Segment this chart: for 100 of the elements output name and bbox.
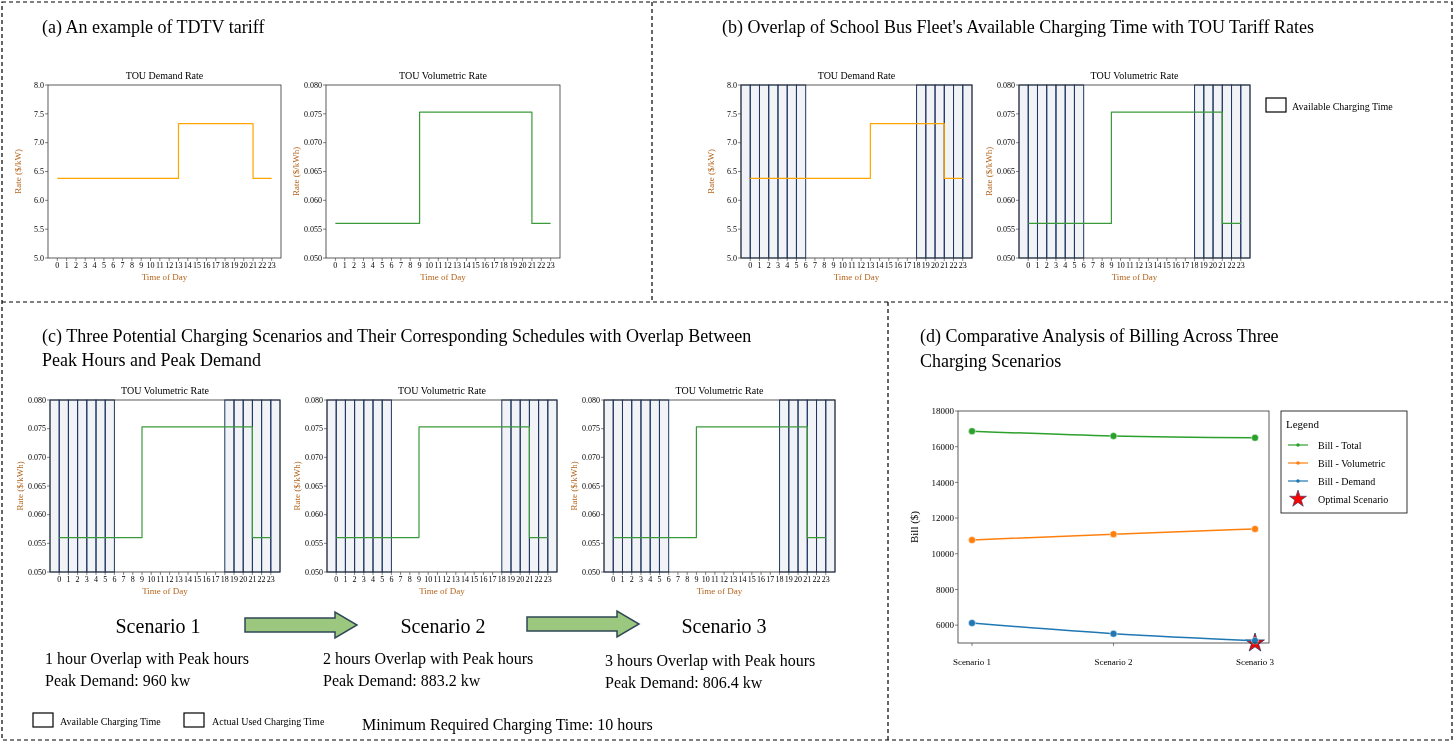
x-tick-label: 22 [258, 261, 267, 270]
x-tick-label: 12 [165, 261, 174, 270]
y-tick-label: 0.060 [582, 510, 600, 520]
chart-title: TOU Demand Rate [125, 70, 204, 81]
x-axis-title: Time of Day [1111, 272, 1158, 282]
x-tick-label: 16 [479, 575, 488, 584]
x-tick-label: 20 [239, 575, 248, 584]
x-tick-label: 16 [894, 261, 903, 270]
x-tick-label: 0 [333, 261, 338, 270]
x-tick-label: 16 [202, 261, 211, 270]
x-tick-label: 14 [184, 575, 192, 584]
x-tick-label: 13 [453, 261, 462, 270]
y-tick-label: 16000 [931, 441, 955, 452]
text: Peak Demand: 883.2 kw [323, 672, 481, 689]
x-tick-label: 13 [729, 575, 738, 584]
x-tick-label: 3 [84, 575, 89, 584]
x-tick-label: 20 [1209, 261, 1218, 270]
y-tick-label: 0.060 [304, 196, 322, 206]
x-tick-label: 23 [266, 575, 275, 584]
y-tick-label: 0.060 [997, 196, 1015, 206]
x-tick-label: 14 [875, 261, 884, 270]
x-tick-label: 8 [130, 575, 135, 584]
x-tick-label: 15 [470, 575, 479, 584]
x-tick-label: 23 [1236, 261, 1245, 270]
x-tick-label: 13 [451, 575, 460, 584]
x-tick-label: 23 [543, 575, 552, 584]
x-tick-label: 17 [211, 261, 220, 270]
x-tick-label: 19 [1199, 261, 1208, 270]
x-tick-label: 15 [1162, 261, 1171, 270]
x-tick-label: 1 [757, 261, 762, 270]
x-tick-label: 22 [812, 575, 821, 584]
x-axis-title: Time of Day [833, 272, 880, 282]
y-tick-label: 0.060 [28, 510, 46, 520]
x-tick-label: 19 [507, 575, 515, 584]
text: Actual Used Charging Time [212, 716, 325, 727]
x-axis-title: Time of Day [420, 272, 467, 282]
x-tick-label: 19 [230, 261, 239, 270]
x-tick-label: 17 [490, 261, 499, 270]
text: (a) An example of TDTV tariff [42, 17, 265, 38]
x-tick-label: 9 [831, 261, 836, 270]
x-tick-label: 5 [380, 261, 385, 270]
text: Minimum Required Charging Time: 10 hours [362, 716, 653, 734]
y-tick-label: 0.050 [305, 567, 323, 577]
x-tick-label: 8 [408, 261, 413, 270]
x-tick-label: 7 [121, 575, 126, 584]
x-tick-label: 6 [112, 575, 117, 584]
y-tick-label: 0.080 [28, 395, 46, 405]
y-tick-label: 5.5 [727, 224, 737, 234]
x-tick-label: 11 [711, 575, 719, 584]
x-tick-label: 20 [239, 261, 248, 270]
x-tick-label: 4 [648, 575, 653, 584]
x-tick-label: 11 [433, 575, 442, 584]
y-tick-label: 0.055 [582, 539, 600, 549]
point [1109, 432, 1118, 440]
x-tick-label: 20 [931, 261, 940, 270]
x-tick-label: 3 [638, 575, 643, 584]
chart-title: (d) Comparative Analysis of Billing Across Three Charging Scenarios [920, 326, 1279, 371]
x-tick-label: 8 [1100, 261, 1105, 270]
x-tick-label: 4 [785, 261, 790, 270]
y-tick-label: 0.075 [997, 109, 1015, 119]
x-tick-label: 18 [221, 261, 230, 270]
x-tick-label: 13 [174, 575, 183, 584]
x-tick-label: 7 [812, 261, 817, 270]
x-tick-label: 13 [866, 261, 875, 270]
legend-label: Bill - Total [1318, 439, 1362, 451]
text: Available Charging Time [60, 716, 162, 727]
x-tick-label: 5 [380, 575, 385, 584]
y-tick-label: 0.065 [305, 481, 323, 491]
y-tick-label: 14000 [931, 477, 955, 488]
point [1109, 530, 1118, 538]
x-tick-label: 0 [1026, 261, 1031, 270]
x-tick-label: 7 [398, 261, 403, 270]
x-tick-label: 19 [509, 261, 518, 270]
x-tick-label: 6 [666, 575, 671, 584]
x-tick-label: 10 [147, 575, 156, 584]
y-axis-title: Rate ($/kWh) [15, 461, 25, 511]
y-tick-label: 0.070 [305, 453, 323, 463]
y-axis-title: Rate ($/kWh) [569, 461, 579, 511]
point [1251, 434, 1259, 442]
y-tick-label: 5.0 [727, 253, 737, 263]
x-tick-label: 11 [1126, 261, 1134, 270]
y-tick-label: 5.0 [34, 253, 44, 263]
y-tick-label: 0.075 [305, 424, 323, 434]
y-tick-label: 0.080 [582, 395, 600, 405]
x-tick-label: 21 [1218, 261, 1227, 270]
chart-title: TOU Volumetric Rate [399, 70, 488, 81]
x-tick-label: 3 [1053, 261, 1058, 270]
x-tick-label: 22 [534, 575, 543, 584]
y-tick-label: 8000 [936, 584, 955, 595]
y-tick-label: 8.0 [34, 80, 44, 90]
x-tick-label: 15 [747, 575, 756, 584]
text: Peak Demand: 960 kw [45, 672, 191, 689]
chart-title: TOU Volumetric Rate [121, 385, 210, 396]
text: 2 hours Overlap with Peak hours [323, 650, 534, 668]
x-tick-label: 6 [111, 261, 116, 270]
y-tick-label: 0.065 [582, 481, 600, 491]
y-tick-label: 0.075 [304, 109, 322, 119]
point [968, 427, 976, 435]
y-axis-title: Rate ($/kWh) [984, 146, 994, 197]
y-tick-label: 8.0 [727, 80, 737, 90]
